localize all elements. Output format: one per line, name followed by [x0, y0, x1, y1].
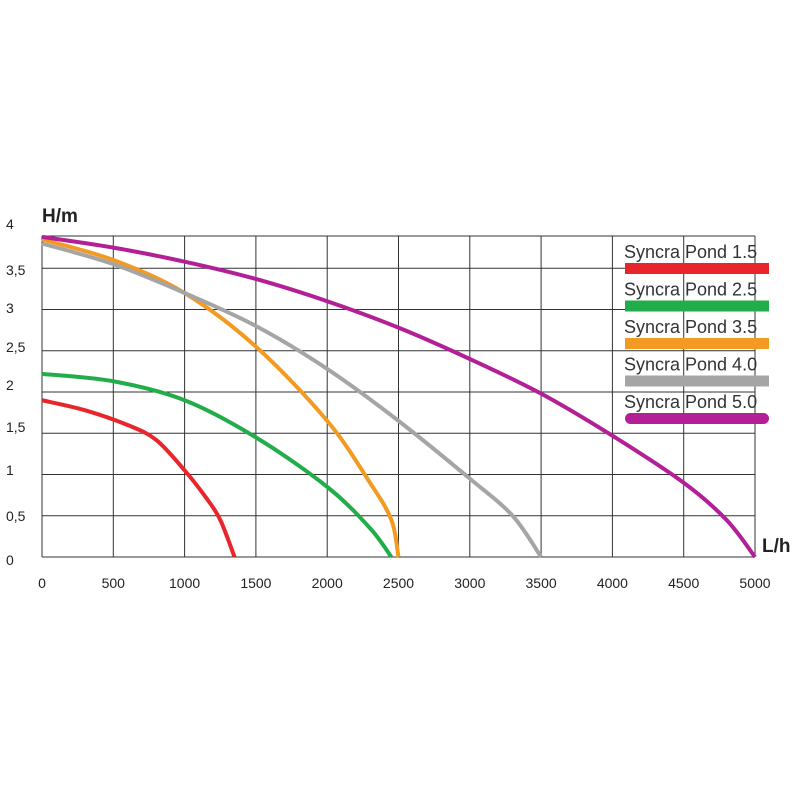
x-tick-label: 3500 — [526, 575, 557, 591]
x-axis-ticks: 0 500 1000 1500 2000 2500 3000 3500 4000 4500 5000 — [38, 575, 771, 591]
y-tick-label: 4 — [6, 216, 14, 232]
series-line-syncra-pond-4-0 — [41, 241, 543, 559]
series-line-syncra-pond-5-0 — [41, 234, 757, 559]
legend-label-syncra-pond-1-5: Syncra Pond 1.5 — [624, 242, 757, 262]
x-tick-label: 2500 — [383, 575, 414, 591]
grid-lines — [41, 235, 756, 558]
y-tick-label: 1 — [6, 462, 14, 478]
x-tick-label: 4500 — [668, 575, 699, 591]
legend-label-syncra-pond-3-5: Syncra Pond 3.5 — [624, 317, 757, 337]
legend-label-syncra-pond-2-5: Syncra Pond 2.5 — [624, 280, 757, 300]
series-line-syncra-pond-3-5 — [41, 237, 401, 558]
legend-swatch-syncra-pond-5-0 — [625, 413, 769, 424]
y-axis-ticks: 0 0,5 1 1,5 2 2,5 3 3,5 4 — [6, 216, 26, 568]
x-tick-label: 4000 — [597, 575, 628, 591]
legend-swatch-syncra-pond-3-5 — [625, 338, 769, 349]
y-tick-label: 3 — [6, 300, 14, 316]
legend-swatch-syncra-pond-2-5 — [625, 300, 769, 312]
x-tick-label: 1000 — [169, 575, 200, 591]
x-tick-label: 1500 — [240, 575, 271, 591]
legend-label-syncra-pond-4-0: Syncra Pond 4.0 — [624, 355, 757, 375]
legend: Syncra Pond 1.5 Syncra Pond 2.5 Syncra Pon… — [624, 242, 769, 424]
y-tick-label: 3,5 — [6, 262, 26, 278]
y-tick-label: 0,5 — [6, 508, 26, 524]
x-tick-label: 5000 — [739, 575, 770, 591]
legend-swatch-syncra-pond-4-0 — [625, 375, 769, 387]
x-tick-label: 0 — [38, 575, 46, 591]
x-axis-label: L/h — [762, 536, 791, 557]
y-axis-label: H/m — [42, 206, 78, 227]
y-tick-label: 1,5 — [6, 419, 26, 435]
y-tick-label: 2,5 — [6, 339, 26, 355]
y-tick-label: 0 — [6, 552, 14, 568]
series-line-syncra-pond-1-5 — [41, 398, 237, 558]
legend-label-syncra-pond-5-0: Syncra Pond 5.0 — [624, 392, 757, 412]
y-tick-label: 2 — [6, 377, 14, 393]
series-lines — [41, 234, 757, 559]
series-line-syncra-pond-2-5 — [41, 371, 393, 559]
x-tick-label: 3000 — [454, 575, 485, 591]
legend-swatch-syncra-pond-1-5 — [625, 263, 769, 274]
x-tick-label: 2000 — [312, 575, 343, 591]
x-tick-label: 500 — [102, 575, 126, 591]
